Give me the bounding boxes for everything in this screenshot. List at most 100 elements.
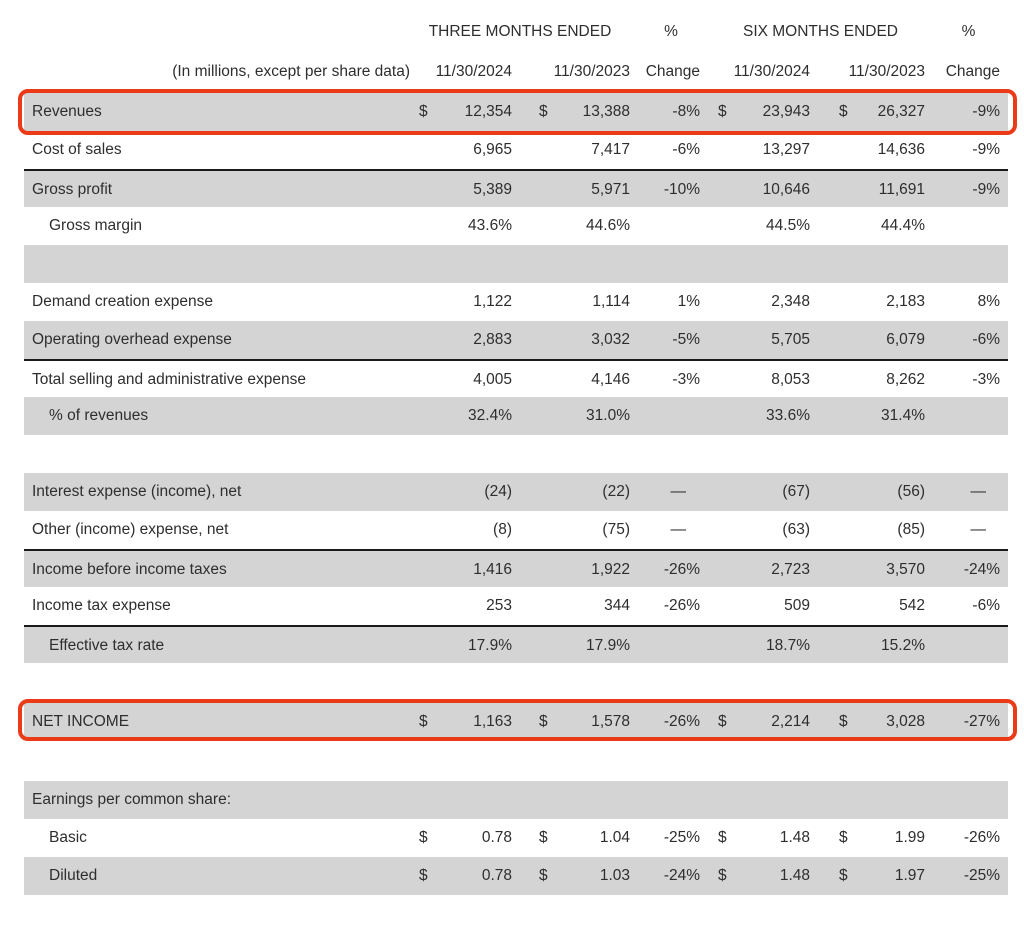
row-label: Cost of sales [32, 141, 122, 158]
change-col-2: Change [945, 63, 1000, 80]
table-row: Revenues $12,354 $13,388 -8% $23,943 $26… [18, 89, 1017, 135]
cell-3mo-2024: $0.78 [410, 819, 512, 857]
cell-3mo-2024 [410, 739, 512, 781]
cell-3mo-2023: 5,971 [512, 171, 630, 209]
cell-3mo-2024: 1,416 [410, 551, 512, 589]
change-3mo: -6% [672, 141, 700, 158]
change-3mo: — [670, 521, 687, 538]
value-6mo-2024: 2,348 [771, 293, 810, 310]
value-6mo-2023: 2,183 [886, 293, 925, 310]
cell-6mo-2024 [700, 781, 810, 819]
value-6mo-2024: 2,723 [771, 561, 810, 578]
change-3mo: -24% [663, 867, 700, 884]
value-3mo-2024: 0.78 [481, 829, 512, 846]
value-3mo-2023: 44.6% [586, 217, 630, 234]
cell-6mo-2024: $23,943 [700, 93, 810, 131]
table-row [24, 663, 1008, 701]
table-row: Demand creation expense 1,122 1,114 1% 2… [24, 283, 1008, 321]
cell-6mo-2023: 31.4% [810, 397, 925, 435]
row-label: Diluted [49, 867, 98, 884]
value-3mo-2024: 17.9% [468, 637, 512, 654]
value-6mo-2023: 15.2% [881, 637, 925, 654]
cell-6mo-2023: 6,079 [810, 321, 925, 359]
row-label: Revenues [32, 103, 102, 120]
value-6mo-2023: 1.97 [894, 867, 925, 884]
cell-3mo-2023: 31.0% [512, 397, 630, 435]
cell-6mo-2024: (67) [700, 473, 810, 511]
value-6mo-2023: 3,028 [886, 713, 925, 730]
value-6mo-2024: (63) [782, 521, 810, 538]
cell-3mo-2023 [512, 781, 630, 819]
row-label: Total selling and administrative expense [32, 371, 306, 388]
change-6mo: -26% [963, 829, 1000, 846]
dollar-sign: $ [718, 867, 727, 884]
cell-3mo-2023: 44.6% [512, 207, 630, 245]
table-row: Total selling and administrative expense… [24, 359, 1008, 397]
value-6mo-2023: 542 [899, 597, 925, 614]
value-6mo-2023: 1.99 [894, 829, 925, 846]
date-col-4: 11/30/2023 [848, 63, 925, 80]
change-3mo [630, 627, 700, 665]
value-6mo-2023: (85) [897, 521, 925, 538]
cell-3mo-2024: $0.78 [410, 857, 512, 895]
cell-3mo-2024: 43.6% [410, 207, 512, 245]
date-col-1: 11/30/2024 [435, 63, 512, 80]
row-label: Operating overhead expense [32, 331, 232, 348]
change-3mo: -26% [663, 713, 700, 730]
value-6mo-2024: 18.7% [766, 637, 810, 654]
change-6mo: -6% [972, 331, 1000, 348]
cell-6mo-2023: 8,262 [810, 361, 925, 399]
table-row [24, 245, 1008, 283]
value-3mo-2023: 7,417 [591, 141, 630, 158]
cell-3mo-2024 [410, 435, 512, 473]
value-6mo-2024: 1.48 [779, 867, 810, 884]
cell-6mo-2024: 33.6% [700, 397, 810, 435]
change-3mo [630, 435, 700, 473]
cell-3mo-2024: $12,354 [410, 93, 512, 131]
table-row: Gross profit 5,389 5,971 -10% 10,646 11,… [24, 169, 1008, 207]
six-months-ended-header: SIX MONTHS ENDED [742, 23, 898, 40]
value-3mo-2024: 1,416 [473, 561, 512, 578]
header-spacer [24, 12, 410, 52]
cell-3mo-2023: 1,922 [512, 551, 630, 589]
cell-6mo-2023 [810, 781, 925, 819]
cell-6mo-2023 [810, 739, 925, 781]
value-6mo-2024: 5,705 [771, 331, 810, 348]
row-label: Other (income) expense, net [32, 521, 229, 538]
cell-3mo-2024: 6,965 [410, 131, 512, 169]
cell-6mo-2023: $3,028 [810, 703, 925, 741]
change-6mo [925, 245, 1000, 283]
table-row: Income tax expense 253 344 -26% 509 542 … [24, 587, 1008, 625]
value-6mo-2023: 8,262 [886, 371, 925, 388]
value-3mo-2023: 1,922 [591, 561, 630, 578]
value-3mo-2024: 43.6% [468, 217, 512, 234]
cell-6mo-2024: (63) [700, 511, 810, 549]
cell-3mo-2024: 1,122 [410, 283, 512, 321]
row-label: Income tax expense [32, 597, 171, 614]
table-row: Earnings per common share: [24, 781, 1008, 819]
dollar-sign: $ [419, 103, 428, 120]
cell-3mo-2024: $1,163 [410, 703, 512, 741]
cell-3mo-2024: 32.4% [410, 397, 512, 435]
table-row: % of revenues 32.4% 31.0% 33.6% 31.4% [24, 397, 1008, 435]
cell-3mo-2023: 17.9% [512, 627, 630, 665]
table-row [24, 739, 1008, 781]
dollar-sign: $ [718, 713, 727, 730]
change-3mo: -5% [672, 331, 700, 348]
dollar-sign: $ [839, 713, 848, 730]
value-3mo-2024: 253 [486, 597, 512, 614]
value-3mo-2024: 0.78 [481, 867, 512, 884]
row-label [24, 739, 410, 781]
dollar-sign: $ [839, 103, 848, 120]
cell-6mo-2024: 10,646 [700, 171, 810, 209]
change-6mo [925, 781, 1000, 819]
value-3mo-2023: 1.03 [599, 867, 630, 884]
table-header: THREE MONTHS ENDED % SIX MONTHS ENDED % … [24, 0, 1008, 93]
row-label: NET INCOME [32, 713, 130, 730]
cell-3mo-2023: $1.03 [512, 857, 630, 895]
percent-header-left: % [664, 23, 678, 40]
change-6mo: -24% [963, 561, 1000, 578]
three-months-ended-header: THREE MONTHS ENDED [428, 23, 612, 40]
change-3mo [630, 781, 700, 819]
cell-3mo-2024: 17.9% [410, 627, 512, 665]
